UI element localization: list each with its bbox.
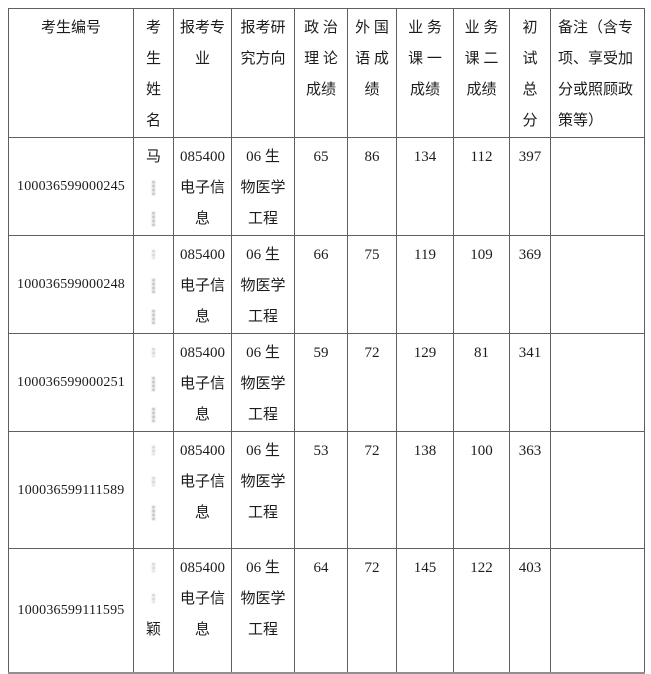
- name-char: 颖: [145, 622, 161, 638]
- cell-foreign-lang: 75: [347, 235, 397, 334]
- cell-politics: 66: [294, 235, 348, 334]
- cell-course2: 112: [453, 137, 510, 236]
- cell-candidate-id: 100036599000245: [8, 137, 134, 236]
- cell-candidate-id: 100036599000248: [8, 235, 134, 334]
- cell-major: 085400 电子信 息: [173, 431, 232, 549]
- redacted-name-char: [137, 436, 170, 467]
- cell-course2: 81: [453, 333, 510, 432]
- cell-total: 341: [509, 333, 551, 432]
- exam-scores-table: 考生编号 考 生 姓 名 报考专 业 报考研 究方向 政 治 理 论 成绩 外 …: [8, 8, 645, 674]
- cell-candidate-id: 100036599111595: [8, 548, 134, 673]
- table-row: 100036599111595 颖 085400 电子信 息 06 生 物医学 …: [8, 548, 645, 673]
- cell-candidate-id: 100036599111589: [8, 431, 134, 549]
- redacted-name-char: [137, 584, 170, 615]
- col-header-remarks: 备注（含专 项、享受加 分或照顾政 策等）: [550, 8, 645, 138]
- cell-remarks: [550, 431, 645, 549]
- cell-remarks: [550, 137, 645, 236]
- header-row: 考生编号 考 生 姓 名 报考专 业 报考研 究方向 政 治 理 论 成绩 外 …: [8, 8, 645, 138]
- cell-major: 085400 电子信 息: [173, 235, 232, 334]
- cell-politics: 59: [294, 333, 348, 432]
- col-header-course2: 业 务 课 二 成绩: [453, 8, 510, 138]
- cell-foreign-lang: 86: [347, 137, 397, 236]
- cell-politics: 64: [294, 548, 348, 673]
- cell-candidate-name: [133, 431, 174, 549]
- cell-direction: 06 生 物医学 工程: [231, 333, 295, 432]
- redacted-name-char: [137, 467, 170, 498]
- col-header-course1: 业 务 课 一 成绩: [396, 8, 454, 138]
- redacted-name-char: [137, 553, 170, 584]
- cell-total: 363: [509, 431, 551, 549]
- cell-candidate-id: 100036599000251: [8, 333, 134, 432]
- redacted-name-char: [137, 369, 170, 400]
- redacted-name-char: [137, 498, 170, 529]
- cell-course1: 119: [396, 235, 454, 334]
- cell-course2: 100: [453, 431, 510, 549]
- cell-politics: 53: [294, 431, 348, 549]
- col-header-major: 报考专 业: [173, 8, 232, 138]
- col-header-total: 初 试 总 分: [509, 8, 551, 138]
- table-row: 100036599000248 085400 电子信 息 06 生 物医学 工程…: [8, 235, 645, 334]
- cell-course2: 122: [453, 548, 510, 673]
- col-header-candidate-id: 考生编号: [8, 8, 134, 138]
- cell-course1: 145: [396, 548, 454, 673]
- cell-candidate-name: [133, 333, 174, 432]
- cell-politics: 65: [294, 137, 348, 236]
- cell-foreign-lang: 72: [347, 333, 397, 432]
- cell-foreign-lang: 72: [347, 548, 397, 673]
- redacted-name-char: [137, 204, 170, 235]
- cell-remarks: [550, 548, 645, 673]
- cell-major: 085400 电子信 息: [173, 333, 232, 432]
- cell-candidate-name: [133, 235, 174, 334]
- cell-course1: 134: [396, 137, 454, 236]
- redacted-name-char: [137, 271, 170, 302]
- cell-remarks: [550, 235, 645, 334]
- redacted-name-char: [137, 240, 170, 271]
- col-header-candidate-name: 考 生 姓 名: [133, 8, 174, 138]
- col-header-foreign-lang: 外 国 语 成 绩: [347, 8, 397, 138]
- cell-direction: 06 生 物医学 工程: [231, 431, 295, 549]
- table-row: 100036599000245 马 085400 电子信 息 06 生 物医学 …: [8, 137, 645, 236]
- name-char: 马: [145, 149, 161, 165]
- redacted-name-char: [137, 338, 170, 369]
- cell-total: 397: [509, 137, 551, 236]
- cell-direction: 06 生 物医学 工程: [231, 137, 295, 236]
- redacted-name-char: [137, 400, 170, 431]
- cell-total: 369: [509, 235, 551, 334]
- cell-major: 085400 电子信 息: [173, 137, 232, 236]
- redacted-name-char: [137, 173, 170, 204]
- cell-course1: 138: [396, 431, 454, 549]
- cell-candidate-name: 颖: [133, 548, 174, 673]
- cell-direction: 06 生 物医学 工程: [231, 548, 295, 673]
- redacted-name-char: [137, 302, 170, 333]
- cell-foreign-lang: 72: [347, 431, 397, 549]
- cell-course1: 129: [396, 333, 454, 432]
- cell-course2: 109: [453, 235, 510, 334]
- cell-major: 085400 电子信 息: [173, 548, 232, 673]
- cell-candidate-name: 马: [133, 137, 174, 236]
- col-header-direction: 报考研 究方向: [231, 8, 295, 138]
- table-row: 100036599111589 085400 电子信 息 06 生 物医学 工程…: [8, 431, 645, 549]
- cell-direction: 06 生 物医学 工程: [231, 235, 295, 334]
- table-row: 100036599000251 085400 电子信 息 06 生 物医学 工程…: [8, 333, 645, 432]
- col-header-politics: 政 治 理 论 成绩: [294, 8, 348, 138]
- cell-total: 403: [509, 548, 551, 673]
- cell-remarks: [550, 333, 645, 432]
